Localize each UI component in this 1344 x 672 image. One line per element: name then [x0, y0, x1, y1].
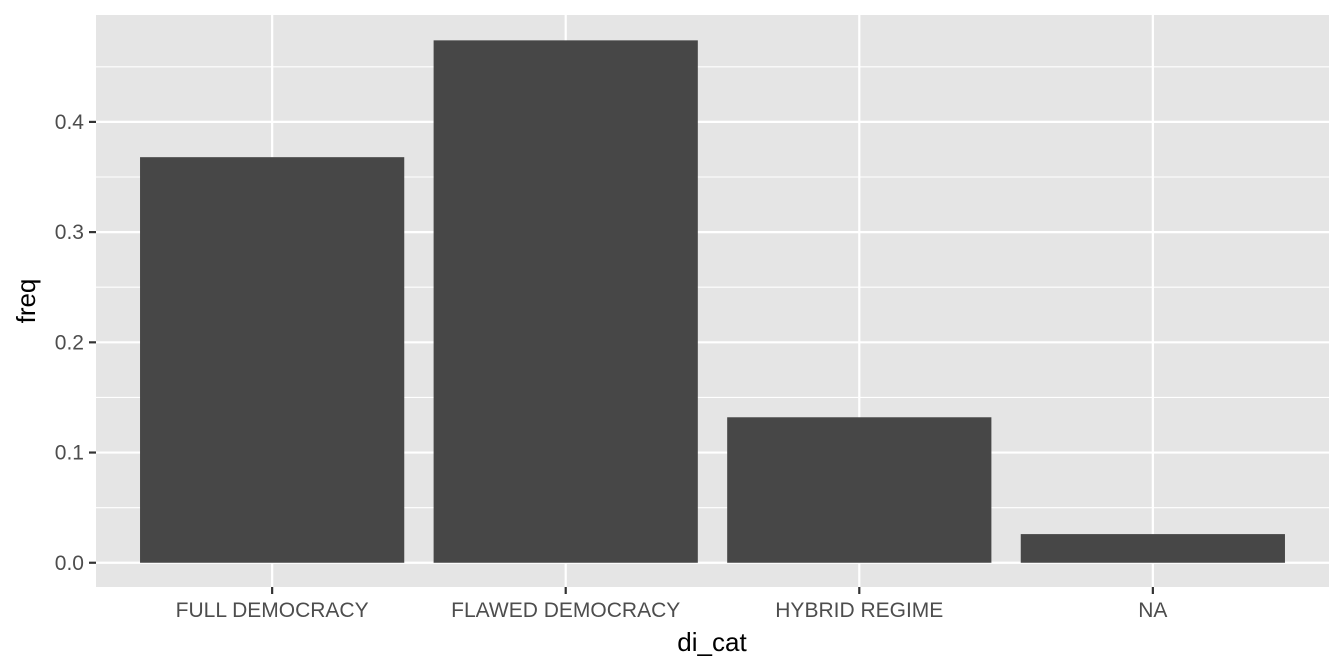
x-tick-label: NA	[1138, 599, 1167, 622]
y-tick-label: 0.2	[55, 331, 84, 354]
x-axis: FULL DEMOCRACY FLAWED DEMOCRACY HYBRID REG…	[176, 587, 1167, 622]
x-tick-label: FULL DEMOCRACY	[176, 599, 369, 622]
y-tick-label: 0.0	[55, 552, 84, 575]
y-axis-title: freq	[11, 279, 41, 324]
bars	[140, 40, 1285, 563]
bar-hybrid-regime	[727, 417, 992, 563]
y-tick-label: 0.1	[55, 442, 84, 465]
bar-flawed-democracy	[433, 40, 698, 563]
bar-na	[1020, 534, 1285, 563]
y-tick-label: 0.4	[55, 111, 85, 134]
bar-full-democracy	[140, 157, 405, 563]
x-axis-title: di_cat	[677, 627, 747, 657]
y-axis: 0.0 0.1 0.2 0.3 0.4	[55, 111, 96, 575]
x-tick-label: HYBRID REGIME	[775, 599, 943, 622]
y-tick-label: 0.3	[55, 221, 84, 244]
x-tick-label: FLAWED DEMOCRACY	[451, 599, 680, 622]
